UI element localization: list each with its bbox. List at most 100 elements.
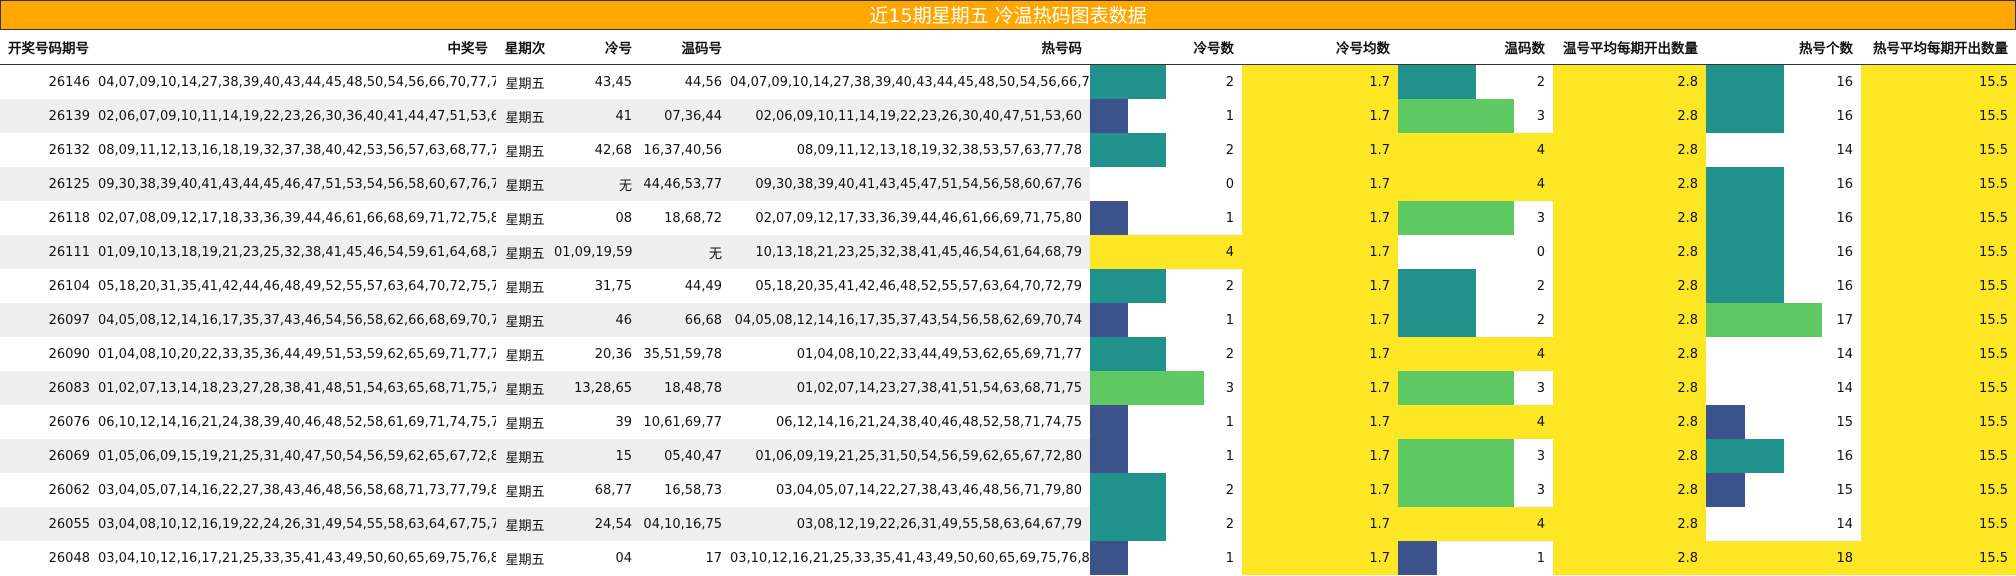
hot-count-cell: 16	[1706, 439, 1861, 473]
warm-count-bar	[1398, 303, 1476, 337]
warm-avg-cell: 2.8	[1553, 371, 1706, 405]
cold-cell: 43,45	[594, 74, 632, 90]
hot-count-cell: 14	[1706, 507, 1861, 541]
warm-count-value: 4	[1536, 142, 1545, 158]
warm-count-value: 4	[1536, 414, 1545, 430]
cold-count-cell: 2	[1090, 507, 1242, 541]
warm-count-value: 4	[1536, 516, 1545, 532]
hot-cell: 01,04,08,10,22,33,44,49,53,62,65,69,71,7…	[796, 346, 1082, 362]
warm-cell: 35,51,59,78	[643, 346, 722, 362]
hot-count-value: 14	[1836, 142, 1853, 158]
header-warm-avg: 温号平均每期开出数量	[1553, 30, 1706, 65]
warm-count-cell: 3	[1398, 473, 1553, 507]
warm-cell: 17	[705, 550, 722, 566]
warm-count-value: 2	[1536, 74, 1545, 90]
header-cold-count: 冷号数	[1090, 30, 1242, 65]
hot-avg-cell: 15.5	[1861, 371, 2016, 405]
cold-count-cell: 4	[1090, 235, 1242, 269]
cold-count-value: 3	[1225, 380, 1234, 396]
cold-count-cell: 1	[1090, 201, 1242, 235]
cold-count-cell: 2	[1090, 473, 1242, 507]
cold-count-value: 1	[1225, 550, 1234, 566]
issue-cell: 26069	[0, 439, 98, 473]
weekday-cell: 星期五	[505, 280, 545, 296]
numbers-cell: 03,04,10,12,16,17,21,25,33,35,41,43,49,5…	[98, 550, 496, 566]
cold-avg-cell: 1.7	[1242, 167, 1398, 201]
hot-count-value: 14	[1836, 380, 1853, 396]
table-row: 26132 08,09,11,12,13,16,18,19,32,37,38,40…	[0, 133, 2016, 167]
cold-count-bar	[1090, 99, 1128, 133]
cold-avg-cell: 1.7	[1242, 473, 1398, 507]
cold-count-bar	[1090, 65, 1166, 99]
hot-count-bar	[1706, 235, 1784, 269]
header-row: 开奖号码期号 中奖号 星期次 冷号 温码号 热号码 冷号数 冷号均数 温码数 温…	[0, 30, 2016, 65]
header-hot: 热号码	[730, 30, 1090, 65]
hot-count-bar	[1706, 201, 1784, 235]
weekday-cell: 星期五	[496, 371, 554, 405]
cold-count-value: 4	[1225, 244, 1234, 260]
numbers-cell: 01,02,07,13,14,18,23,27,28,38,41,48,51,5…	[98, 371, 496, 405]
cold-count-bar	[1090, 371, 1204, 405]
numbers-cell: 05,18,20,31,35,41,42,44,46,48,49,52,55,5…	[98, 278, 496, 294]
cold-count-cell: 3	[1090, 371, 1242, 405]
warm-count-bar	[1398, 507, 1553, 541]
issue-cell: 26139	[0, 99, 98, 133]
warm-count-cell: 2	[1398, 269, 1553, 303]
hot-cell: 09,30,38,39,40,41,43,45,47,51,54,56,58,6…	[730, 167, 1090, 201]
warm-avg-cell: 2.8	[1553, 541, 1706, 575]
hot-count-value: 17	[1836, 312, 1853, 328]
warm-count-value: 3	[1536, 210, 1545, 226]
warm-avg-cell: 2.8	[1553, 167, 1706, 201]
warm-cell: 44,46,53,77	[640, 167, 730, 201]
hot-avg-cell: 15.5	[1861, 439, 2016, 473]
cold-count-value: 2	[1225, 346, 1234, 362]
hot-count-value: 16	[1836, 278, 1853, 294]
table-row: 26069 01,05,06,09,15,19,21,25,31,40,47,50…	[0, 439, 2016, 473]
hot-count-cell: 16	[1706, 99, 1861, 133]
hot-count-cell: 17	[1706, 303, 1861, 337]
numbers-cell: 08,09,11,12,13,16,18,19,32,37,38,40,42,5…	[98, 142, 496, 158]
hot-avg-cell: 15.5	[1861, 167, 2016, 201]
hot-count-value: 15	[1836, 482, 1853, 498]
cold-count-value: 1	[1225, 108, 1234, 124]
cold-cell: 08	[615, 210, 632, 226]
warm-avg-cell: 2.8	[1553, 99, 1706, 133]
hot-count-value: 14	[1836, 516, 1853, 532]
cold-cell: 31,75	[594, 278, 632, 294]
cold-count-bar	[1090, 303, 1128, 337]
hot-avg-cell: 15.5	[1861, 541, 2016, 575]
warm-count-cell: 4	[1398, 337, 1553, 371]
table-row: 26111 01,09,10,13,18,19,21,23,25,32,38,41…	[0, 235, 2016, 269]
warm-count-bar	[1398, 405, 1553, 439]
cold-count-value: 0	[1225, 176, 1234, 192]
header-warm: 温码号	[640, 30, 730, 65]
issue-cell: 26055	[0, 507, 98, 541]
cold-count-bar	[1090, 201, 1128, 235]
cold-count-cell: 2	[1090, 269, 1242, 303]
numbers-cell: 01,09,10,13,18,19,21,23,25,32,38,41,45,4…	[98, 235, 496, 269]
header-cold-avg: 冷号均数	[1242, 30, 1398, 65]
issue-cell: 26125	[0, 167, 98, 201]
cold-avg-cell: 1.7	[1242, 507, 1398, 541]
warm-count-value: 3	[1536, 108, 1545, 124]
warm-count-value: 4	[1536, 176, 1545, 192]
hot-count-cell: 16	[1706, 235, 1861, 269]
header-weekday: 星期次	[496, 30, 554, 65]
hot-count-value: 15	[1836, 414, 1853, 430]
warm-count-cell: 3	[1398, 99, 1553, 133]
issue-cell: 26146	[48, 74, 90, 90]
cold-cell: 42,68	[594, 142, 632, 158]
cold-avg-cell: 1.7	[1242, 133, 1398, 167]
hot-count-bar	[1706, 473, 1745, 507]
warm-cell: 16,58,73	[664, 482, 722, 498]
issue-cell: 26118	[48, 210, 90, 226]
weekday-cell: 星期五	[505, 552, 545, 568]
warm-avg-cell: 2.8	[1553, 269, 1706, 303]
weekday-cell: 星期五	[505, 348, 545, 364]
cold-count-value: 1	[1225, 414, 1234, 430]
weekday-cell: 星期五	[505, 144, 545, 160]
cold-cell: 41	[554, 99, 640, 133]
hot-cell: 04,07,09,10,14,27,38,39,40,43,44,45,48,5…	[730, 74, 1090, 90]
cold-count-value: 2	[1225, 142, 1234, 158]
cold-cell: 68,77	[594, 482, 632, 498]
